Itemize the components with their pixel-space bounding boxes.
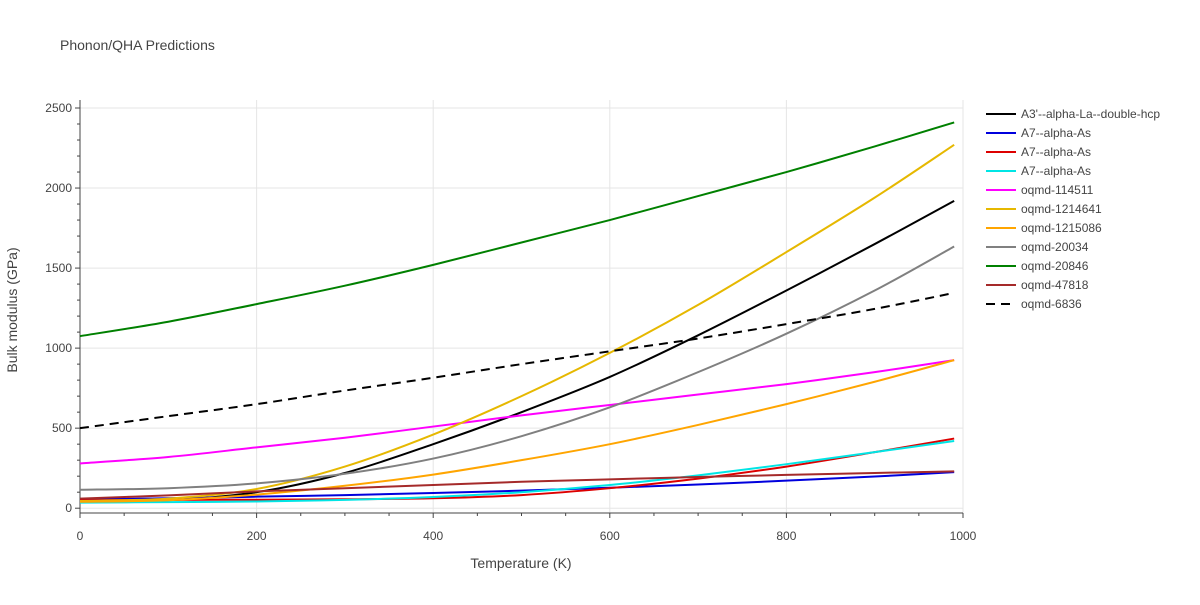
x-tick-label: 0 [77, 529, 84, 543]
legend-item-2[interactable]: A7--alpha-As [986, 145, 1091, 159]
x-tick-label: 400 [423, 529, 443, 543]
y-tick-label: 2000 [45, 181, 72, 195]
series-line-2[interactable] [79, 437, 955, 502]
y-tick-label: 2500 [45, 101, 72, 115]
x-tick-label: 800 [776, 529, 796, 543]
legend-label: A7--alpha-As [1021, 164, 1091, 178]
series-line-4[interactable] [79, 359, 955, 465]
legend-label: oqmd-20034 [1021, 240, 1089, 254]
x-tick-label: 200 [247, 529, 267, 543]
legend-item-3[interactable]: A7--alpha-As [986, 164, 1091, 178]
series-line-0[interactable] [79, 199, 955, 503]
legend[interactable]: A3'--alpha-La--double-hcp A7--alpha-As A7-… [986, 107, 1160, 311]
x-axis-title: Temperature (K) [470, 555, 571, 571]
legend-label: oqmd-47818 [1021, 278, 1089, 292]
y-axis-title: Bulk modulus (GPa) [4, 247, 20, 372]
legend-item-7[interactable]: oqmd-20034 [986, 240, 1089, 254]
series-line-7[interactable] [79, 245, 955, 491]
legend-label: A7--alpha-As [1021, 145, 1091, 159]
axis-layer: 0 200 400 600 800 1000 0 500 1000 1500 2000 2500 [45, 100, 977, 543]
legend-item-4[interactable]: oqmd-114511 [986, 183, 1094, 197]
legend-label: oqmd-1215086 [1021, 221, 1102, 235]
series-line-10[interactable] [79, 291, 955, 430]
series-line-8[interactable] [79, 121, 955, 338]
legend-label: oqmd-6836 [1021, 297, 1082, 311]
legend-label: oqmd-114511 [1021, 183, 1094, 197]
legend-item-6[interactable]: oqmd-1215086 [986, 221, 1102, 235]
y-tick-label: 0 [65, 501, 72, 515]
legend-item-10[interactable]: oqmd-6836 [986, 297, 1082, 311]
chart-title: Phonon/QHA Predictions [60, 37, 215, 53]
legend-item-8[interactable]: oqmd-20846 [986, 259, 1089, 273]
legend-label: A7--alpha-As [1021, 126, 1091, 140]
x-tick-label: 1000 [950, 529, 977, 543]
y-tick-label: 500 [52, 421, 72, 435]
legend-item-1[interactable]: A7--alpha-As [986, 126, 1091, 140]
series-line-6[interactable] [79, 359, 955, 503]
legend-item-9[interactable]: oqmd-47818 [986, 278, 1089, 292]
series-layer [79, 121, 955, 504]
legend-item-0[interactable]: A3'--alpha-La--double-hcp [986, 107, 1160, 121]
series-line-9[interactable] [79, 470, 955, 500]
legend-label: oqmd-20846 [1021, 259, 1089, 273]
grid-layer [80, 100, 964, 513]
series-line-5[interactable] [79, 143, 955, 502]
y-tick-label: 1000 [45, 341, 72, 355]
legend-label: oqmd-1214641 [1021, 202, 1102, 216]
legend-item-5[interactable]: oqmd-1214641 [986, 202, 1102, 216]
y-tick-label: 1500 [45, 261, 72, 275]
x-tick-label: 600 [600, 529, 620, 543]
series-line-3[interactable] [79, 439, 955, 504]
legend-label: A3'--alpha-La--double-hcp [1021, 107, 1160, 121]
